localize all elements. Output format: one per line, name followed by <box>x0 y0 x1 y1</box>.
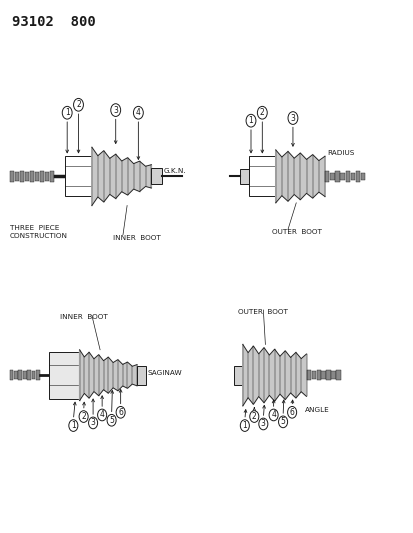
Bar <box>23 372 26 379</box>
Circle shape <box>62 107 72 119</box>
Bar <box>331 372 335 379</box>
Bar <box>316 370 320 381</box>
Circle shape <box>240 419 249 431</box>
Text: 2: 2 <box>259 108 264 117</box>
Bar <box>137 366 146 385</box>
Bar <box>35 172 39 181</box>
Bar <box>151 168 161 184</box>
Circle shape <box>88 417 97 429</box>
Text: 5: 5 <box>109 416 114 425</box>
Bar <box>355 171 359 182</box>
Bar <box>14 172 19 181</box>
Bar <box>31 372 35 379</box>
Text: 2: 2 <box>81 412 86 421</box>
Text: 5: 5 <box>280 417 285 426</box>
Text: 4: 4 <box>100 410 104 419</box>
Bar <box>345 171 349 182</box>
Text: 3: 3 <box>290 114 294 123</box>
Circle shape <box>79 411 88 422</box>
Text: ANGLE: ANGLE <box>304 407 328 413</box>
Bar <box>336 370 340 381</box>
Bar <box>25 172 29 181</box>
Bar <box>19 370 22 381</box>
Circle shape <box>74 99 83 111</box>
Text: OUTER  BOOT: OUTER BOOT <box>238 309 287 315</box>
Text: 1: 1 <box>65 108 69 117</box>
Bar <box>40 171 44 182</box>
Bar <box>49 352 79 399</box>
Text: G.K.N.: G.K.N. <box>164 168 186 174</box>
Text: 2: 2 <box>76 100 81 109</box>
Bar <box>329 173 334 180</box>
Circle shape <box>249 411 258 422</box>
Text: 3: 3 <box>260 419 265 429</box>
Text: INNER  BOOT: INNER BOOT <box>59 314 107 320</box>
Bar <box>248 157 275 196</box>
Text: 4: 4 <box>135 108 140 117</box>
Polygon shape <box>79 350 137 401</box>
Bar <box>350 173 354 180</box>
Text: 6: 6 <box>289 408 294 417</box>
Bar <box>45 172 49 181</box>
Bar <box>306 370 310 381</box>
Bar <box>27 370 31 381</box>
Circle shape <box>278 416 287 427</box>
Text: 3: 3 <box>90 418 95 427</box>
Text: 1: 1 <box>248 116 253 125</box>
Circle shape <box>97 409 107 421</box>
Circle shape <box>245 114 255 127</box>
Bar <box>233 366 242 385</box>
Text: RADIUS: RADIUS <box>326 149 354 156</box>
Polygon shape <box>242 344 306 406</box>
Bar <box>321 372 325 379</box>
Bar <box>14 372 18 379</box>
Polygon shape <box>275 150 324 203</box>
Text: 3: 3 <box>113 106 118 115</box>
Text: THREE  PIECE
CONSTRUCTION: THREE PIECE CONSTRUCTION <box>9 225 67 239</box>
Bar <box>50 171 54 182</box>
Bar <box>65 157 92 196</box>
Circle shape <box>107 415 116 426</box>
Text: SAGINAW: SAGINAW <box>147 369 182 376</box>
Bar <box>20 171 24 182</box>
Circle shape <box>133 107 143 119</box>
Circle shape <box>287 407 296 418</box>
Circle shape <box>116 407 125 418</box>
Bar <box>30 171 34 182</box>
Bar <box>360 173 365 180</box>
Bar <box>339 173 344 180</box>
Circle shape <box>258 418 267 430</box>
Bar <box>36 370 40 381</box>
Bar <box>326 370 330 381</box>
Text: 2: 2 <box>251 412 256 421</box>
Text: 93102  800: 93102 800 <box>12 14 95 29</box>
Bar <box>239 169 248 184</box>
Bar <box>324 171 329 182</box>
Bar <box>335 171 339 182</box>
Text: 6: 6 <box>118 408 123 417</box>
Bar <box>311 372 315 379</box>
Bar <box>9 171 14 182</box>
Text: 4: 4 <box>271 410 275 419</box>
Polygon shape <box>92 147 151 206</box>
Text: OUTER  BOOT: OUTER BOOT <box>271 229 320 236</box>
Circle shape <box>111 104 120 116</box>
Text: 1: 1 <box>242 421 247 430</box>
Circle shape <box>257 107 267 119</box>
Circle shape <box>69 419 78 431</box>
Text: INNER  BOOT: INNER BOOT <box>112 235 160 241</box>
Text: 1: 1 <box>71 421 76 430</box>
Circle shape <box>268 409 278 421</box>
Circle shape <box>287 112 297 124</box>
Bar <box>9 370 13 381</box>
